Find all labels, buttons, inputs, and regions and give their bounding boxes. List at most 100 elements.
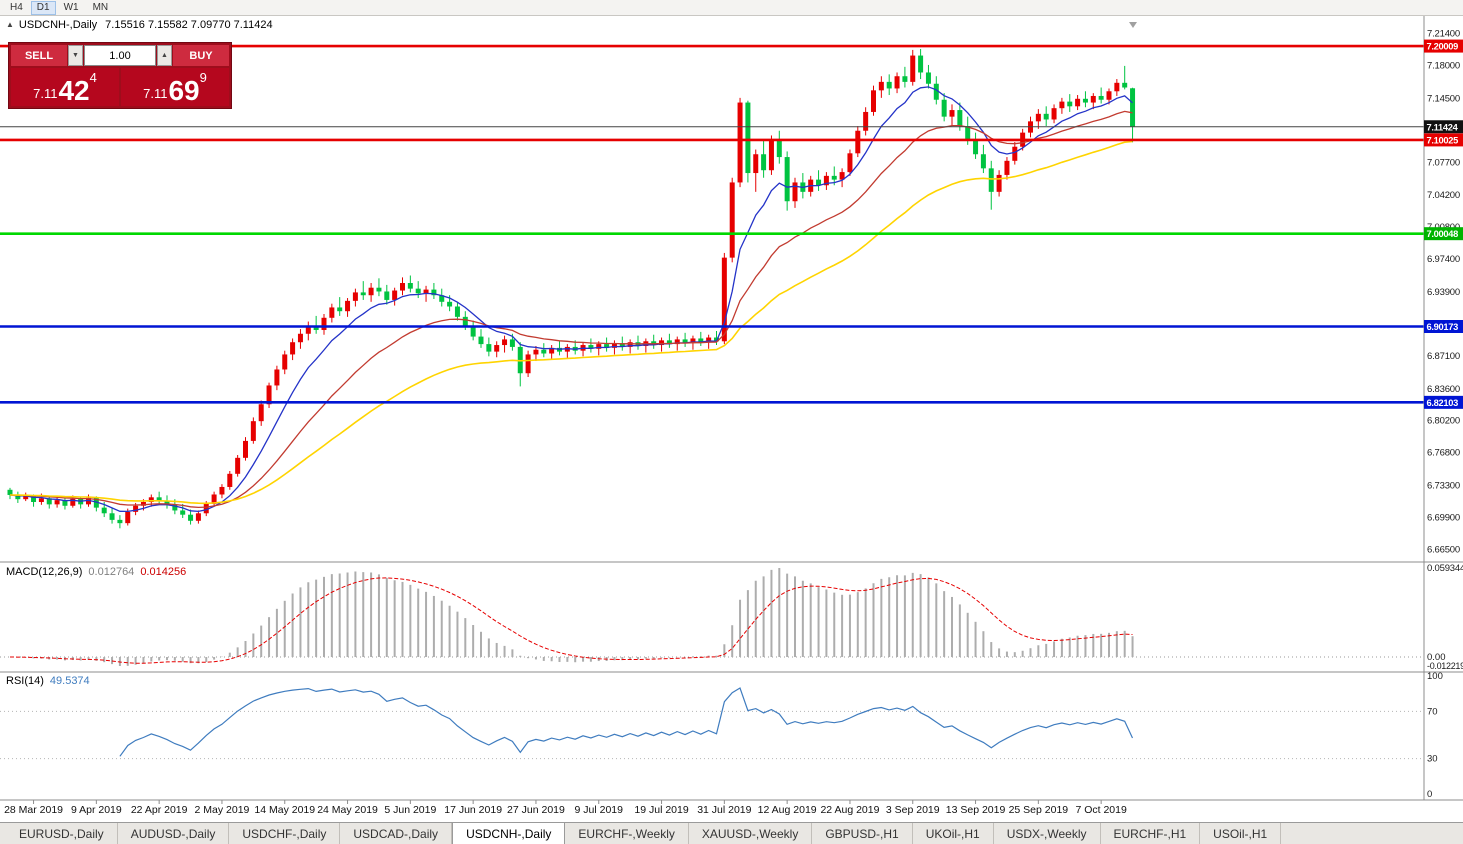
tab-usoil-h1[interactable]: USOil-,H1 [1200, 823, 1282, 844]
date-label: 3 Sep 2019 [886, 804, 940, 816]
candle-body [1067, 101, 1073, 107]
candle-body [816, 179, 822, 186]
candle-body [7, 489, 13, 495]
date-label: 25 Sep 2019 [1009, 804, 1069, 816]
macd-main-value: 0.012764 [88, 566, 135, 578]
candle-body [38, 498, 44, 503]
price-tick-label: 7.14500 [1427, 93, 1460, 104]
candle-body [682, 339, 688, 344]
candle-body [784, 157, 790, 202]
candle-body [973, 140, 979, 155]
chevron-up-icon: ▲ [161, 52, 168, 59]
price-tick-label: 6.87100 [1427, 351, 1460, 362]
candle-body [1075, 98, 1081, 107]
date-label: 14 May 2019 [254, 804, 315, 816]
tab-ukoil-h1[interactable]: UKOil-,H1 [913, 823, 994, 844]
candle-body [831, 175, 837, 180]
candle-body [486, 344, 492, 352]
ma-line-8 [9, 86, 1133, 513]
buy-button[interactable]: BUY [173, 45, 229, 66]
candle-body [235, 457, 241, 474]
timeframe-button-w1[interactable]: W1 [58, 1, 85, 15]
candle-body [549, 347, 555, 354]
candle-body [721, 257, 727, 342]
collapse-chart-icon[interactable]: ▲ [6, 20, 14, 29]
candle-body [706, 337, 712, 343]
price-badge-label: 6.82103 [1427, 398, 1459, 408]
tab-eurchf-weekly[interactable]: EURCHF-,Weekly [565, 823, 689, 844]
timeframe-button-mn[interactable]: MN [87, 1, 115, 15]
candle-body [1035, 113, 1041, 122]
candle-body [933, 83, 939, 100]
price-tick-label: 6.76800 [1427, 448, 1460, 459]
buy-price-display[interactable]: 7.11 69 9 [121, 68, 229, 106]
candle-body [243, 440, 248, 458]
rsi-value: 49.5374 [49, 675, 90, 687]
candle-body [533, 349, 539, 355]
sell-button[interactable]: SELL [11, 45, 67, 66]
candle-body [941, 99, 947, 117]
price-tick-label: 7.07700 [1427, 157, 1460, 168]
volume-input[interactable] [84, 45, 156, 66]
rsi-indicator-label: RSI(14) 49.5374 [6, 675, 90, 687]
candle-body [203, 503, 209, 514]
candle-body [148, 497, 154, 503]
candle-body [462, 316, 468, 327]
price-badge-label: 7.20009 [1427, 42, 1459, 52]
rsi-axis-label: 0 [1427, 789, 1432, 800]
candle-body [211, 494, 217, 504]
price-badge [1424, 39, 1463, 53]
candle-body [423, 289, 429, 294]
candle-body [376, 287, 382, 292]
price-axis[interactable]: 7.214007.180007.145007.077007.042007.008… [0, 16, 1463, 801]
date-label: 12 Aug 2019 [758, 804, 817, 816]
candle-body [368, 287, 374, 296]
candle-body [54, 500, 60, 505]
volume-decrease-button[interactable]: ▼ [68, 45, 83, 66]
price-tick-label: 7.21400 [1427, 29, 1460, 40]
sell-price-display[interactable]: 7.11 42 4 [11, 68, 119, 106]
tab-eurusd-daily[interactable]: EURUSD-,Daily [6, 823, 118, 844]
candle-body [525, 354, 531, 374]
chart-title: ▲ USDCNH-,Daily 7.15516 7.15582 7.09770 7.… [6, 19, 273, 31]
tab-xauusd-weekly[interactable]: XAUUSD-,Weekly [689, 823, 813, 844]
tab-usdcnh-daily[interactable]: USDCNH-,Daily [452, 823, 566, 844]
macd-panel: 0.0593444 0.00-0.0122197 [0, 563, 1463, 671]
tab-usdx-weekly[interactable]: USDX-,Weekly [994, 823, 1101, 844]
timeframe-button-d1[interactable]: D1 [30, 0, 56, 15]
price-tick-label: 7.18000 [1427, 60, 1460, 71]
price-badge-label: 7.10025 [1427, 135, 1459, 145]
candle-body [886, 81, 892, 89]
candle-body [965, 126, 971, 141]
candle-body [604, 344, 610, 348]
date-label: 19 Jul 2019 [634, 804, 688, 816]
price-badge [1424, 395, 1463, 409]
chart-canvas[interactable]: 7.214007.180007.145007.077007.042007.008… [0, 16, 1463, 822]
tab-audusd-daily[interactable]: AUDUSD-,Daily [118, 823, 230, 844]
candle-body [156, 497, 162, 501]
ma-line-21 [9, 110, 1133, 509]
price-badge [1424, 227, 1463, 241]
tab-eurchf-h1[interactable]: EURCHF-,H1 [1101, 823, 1201, 844]
candle-body [980, 154, 986, 169]
volume-increase-button[interactable]: ▲ [157, 45, 172, 66]
date-axis[interactable]: 28 Mar 2019 9 Apr 2019 22 Apr 2019 2 May 20… [4, 800, 1127, 816]
candle-body [23, 495, 29, 500]
candle-body [172, 504, 178, 511]
candle-body [321, 317, 327, 331]
macd-name: MACD(12,26,9) [6, 566, 83, 578]
tab-usdcad-daily[interactable]: USDCAD-,Daily [340, 823, 453, 844]
tab-gbpusd-h1[interactable]: GBPUSD-,H1 [812, 823, 913, 844]
buy-price-prefix: 7.11 [143, 86, 168, 101]
tab-usdchf-daily[interactable]: USDCHF-,Daily [229, 823, 341, 844]
candle-body [729, 182, 735, 258]
chart-shift-marker-icon[interactable] [1129, 22, 1137, 28]
timeframe-button-h4[interactable]: H4 [4, 1, 29, 15]
candle-body [70, 498, 76, 506]
candle-body [329, 307, 335, 318]
candle-body [1114, 82, 1120, 92]
candle-body [439, 295, 445, 302]
horizontal-level-lines[interactable] [0, 22, 1424, 404]
candle-body [1098, 95, 1104, 100]
candle-body [86, 497, 91, 505]
